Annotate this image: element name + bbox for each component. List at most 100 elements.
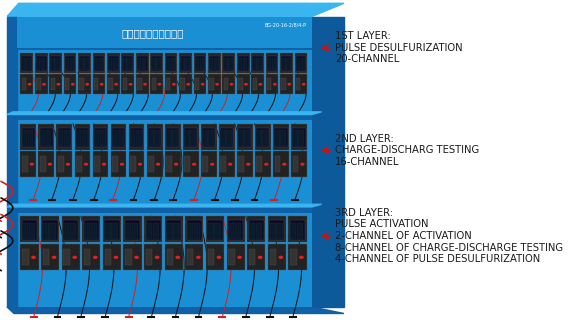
Bar bbox=[273, 124, 289, 149]
Bar bbox=[130, 128, 143, 147]
Bar bbox=[208, 74, 221, 94]
Bar bbox=[22, 220, 37, 240]
Circle shape bbox=[301, 163, 304, 165]
Bar bbox=[238, 78, 243, 90]
Bar bbox=[166, 56, 177, 71]
Bar bbox=[43, 220, 58, 240]
Bar bbox=[195, 56, 205, 71]
Bar bbox=[55, 58, 60, 70]
Bar bbox=[227, 244, 245, 271]
Circle shape bbox=[29, 83, 31, 85]
Bar bbox=[208, 223, 214, 239]
Bar bbox=[125, 220, 140, 240]
Bar bbox=[201, 151, 217, 177]
Bar bbox=[266, 58, 271, 70]
Bar bbox=[148, 156, 154, 172]
Bar bbox=[79, 78, 84, 90]
Bar bbox=[226, 130, 232, 146]
Circle shape bbox=[303, 83, 305, 85]
Bar bbox=[43, 249, 49, 265]
Bar bbox=[136, 130, 142, 146]
Bar bbox=[248, 223, 255, 239]
Bar bbox=[84, 220, 99, 240]
Bar bbox=[167, 249, 173, 265]
Circle shape bbox=[129, 83, 132, 85]
Bar bbox=[195, 58, 199, 70]
Bar bbox=[93, 58, 98, 70]
Bar bbox=[20, 244, 38, 271]
Bar bbox=[229, 249, 235, 265]
Bar bbox=[199, 58, 204, 70]
Circle shape bbox=[43, 83, 45, 85]
Bar bbox=[146, 249, 152, 265]
Bar bbox=[223, 53, 235, 73]
Bar bbox=[78, 74, 91, 94]
Bar bbox=[84, 223, 90, 239]
Bar bbox=[291, 124, 307, 149]
Text: 3RD LAYER:
PULSE ACTIVATION
2-CHANNEL OF ACTIVATION
8-CHANNEL OF CHARGE-DISCHARG: 3RD LAYER: PULSE ACTIVATION 2-CHANNEL OF… bbox=[322, 208, 563, 264]
Bar bbox=[137, 58, 141, 70]
Bar bbox=[104, 220, 120, 240]
Bar bbox=[82, 130, 87, 146]
Bar bbox=[274, 128, 287, 147]
Bar bbox=[194, 74, 206, 94]
Bar bbox=[223, 74, 235, 94]
Bar bbox=[286, 58, 291, 70]
Bar bbox=[235, 223, 241, 239]
Bar bbox=[255, 151, 271, 177]
Bar bbox=[238, 58, 243, 70]
Circle shape bbox=[115, 83, 117, 85]
Bar bbox=[20, 216, 38, 243]
Bar bbox=[280, 53, 293, 73]
Bar bbox=[294, 74, 307, 94]
Bar bbox=[132, 223, 138, 239]
Bar bbox=[179, 74, 192, 94]
Bar bbox=[78, 53, 91, 73]
Bar bbox=[184, 156, 190, 172]
Bar bbox=[171, 58, 175, 70]
Circle shape bbox=[57, 83, 59, 85]
Bar bbox=[164, 151, 181, 177]
Circle shape bbox=[202, 83, 204, 85]
Circle shape bbox=[121, 163, 124, 165]
Bar bbox=[93, 56, 104, 71]
Bar bbox=[50, 223, 56, 239]
Bar bbox=[289, 244, 307, 271]
Bar bbox=[65, 78, 69, 90]
Bar bbox=[290, 249, 297, 265]
Bar bbox=[113, 58, 118, 70]
Bar bbox=[51, 78, 55, 90]
Bar bbox=[255, 223, 262, 239]
Bar bbox=[164, 244, 183, 271]
Bar bbox=[94, 78, 99, 90]
Bar bbox=[130, 130, 135, 146]
Bar bbox=[215, 223, 221, 239]
Bar bbox=[49, 53, 62, 73]
Text: 2ND LAYER:
CHARGE-DISCHARG TESTING
16-CHANNEL: 2ND LAYER: CHARGE-DISCHARG TESTING 16-CH… bbox=[322, 134, 479, 167]
Bar bbox=[36, 56, 47, 71]
Bar bbox=[219, 124, 235, 149]
Bar bbox=[194, 53, 206, 73]
Bar bbox=[147, 151, 163, 177]
Bar bbox=[108, 78, 113, 90]
Bar bbox=[124, 216, 142, 243]
Bar bbox=[166, 156, 172, 172]
Bar bbox=[79, 56, 90, 71]
Circle shape bbox=[265, 163, 268, 165]
Bar bbox=[228, 220, 243, 240]
Bar bbox=[297, 223, 303, 239]
Bar bbox=[17, 115, 312, 120]
Bar bbox=[121, 74, 134, 94]
Circle shape bbox=[144, 83, 146, 85]
Bar bbox=[202, 130, 208, 146]
Bar bbox=[50, 58, 55, 70]
Bar bbox=[20, 151, 36, 177]
Bar bbox=[118, 130, 124, 146]
Circle shape bbox=[247, 163, 250, 165]
Bar bbox=[82, 216, 100, 243]
Bar bbox=[166, 130, 171, 146]
Bar bbox=[238, 156, 244, 172]
Polygon shape bbox=[312, 16, 344, 307]
Circle shape bbox=[157, 163, 160, 165]
Bar bbox=[64, 53, 76, 73]
